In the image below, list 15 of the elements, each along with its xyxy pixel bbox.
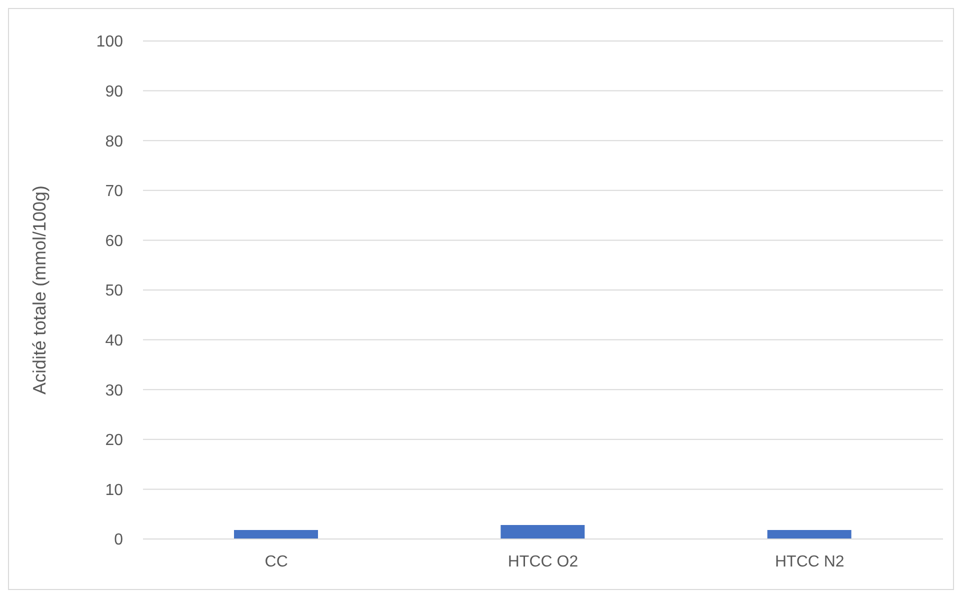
y-tick-label: 20 bbox=[105, 432, 124, 450]
y-tick-label: 80 bbox=[105, 133, 124, 150]
y-tick-label: 60 bbox=[105, 232, 124, 250]
y-tick-label: 90 bbox=[105, 83, 124, 100]
x-tick-label: HTCC N2 bbox=[774, 553, 844, 570]
y-tick-label: 30 bbox=[105, 382, 124, 400]
y-tick-label: 10 bbox=[105, 482, 124, 499]
y-tick-label: 100 bbox=[96, 34, 124, 51]
y-tick-label: 40 bbox=[105, 332, 124, 350]
x-tick-label: CC bbox=[264, 553, 288, 570]
y-tick-label: 70 bbox=[105, 183, 124, 200]
y-tick-label: 50 bbox=[105, 282, 124, 300]
y-axis-title: Acidité totale (mmol/100g) bbox=[29, 185, 50, 395]
x-tick-label: HTCC O2 bbox=[508, 553, 578, 570]
y-tick-label: 0 bbox=[114, 532, 124, 549]
